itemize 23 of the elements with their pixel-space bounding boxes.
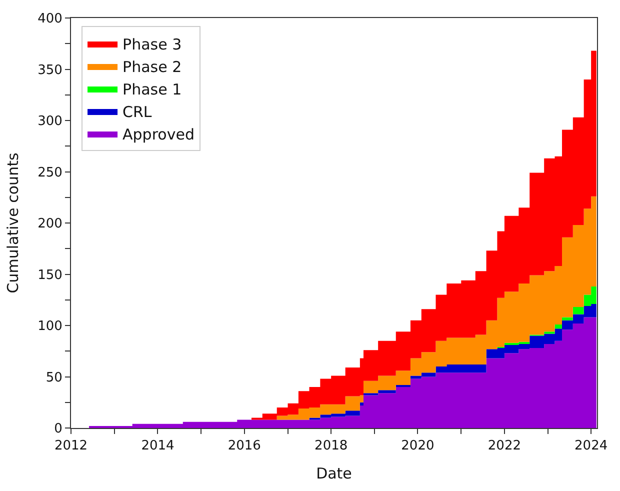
legend-label: CRL xyxy=(122,102,152,121)
x-tick-label: 2022 xyxy=(488,438,521,454)
y-tick-label: 0 xyxy=(54,422,62,437)
y-tick-label: 350 xyxy=(38,62,62,78)
y-tick-label: 150 xyxy=(38,268,62,283)
legend-label: Phase 1 xyxy=(122,80,182,98)
y-tick-label: 400 xyxy=(38,12,62,27)
y-tick-label: 300 xyxy=(38,114,62,130)
x-tick-label: 2024 xyxy=(574,438,608,454)
y-tick-label: 200 xyxy=(38,216,62,232)
x-tick-label: 2018 xyxy=(314,438,348,454)
x-tick-label: 2014 xyxy=(141,438,174,454)
y-axis-title: Cumulative counts xyxy=(4,152,22,294)
legend-label: Approved xyxy=(122,125,194,144)
y-tick-label: 100 xyxy=(38,319,62,334)
y-tick-label: 50 xyxy=(46,370,62,386)
legend-label: Phase 3 xyxy=(122,35,182,54)
x-tick-label: 2016 xyxy=(228,438,261,454)
x-tick-label: 2020 xyxy=(401,438,434,454)
x-axis-title: Date xyxy=(316,464,352,483)
x-tick-label: 2012 xyxy=(54,438,88,454)
y-tick-label: 250 xyxy=(38,165,62,180)
legend-label: Phase 2 xyxy=(122,58,182,76)
